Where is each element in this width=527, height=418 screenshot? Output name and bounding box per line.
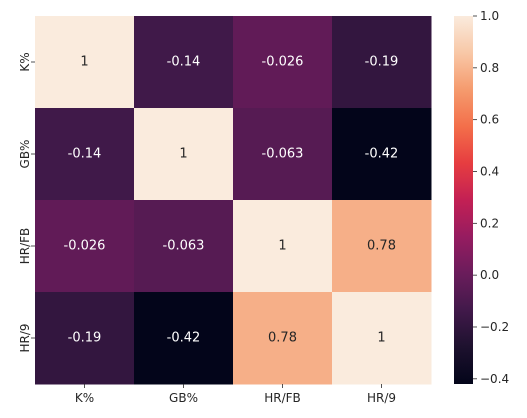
colorbar-gradient (454, 16, 473, 384)
cell-value-label: 0.78 (367, 239, 396, 254)
colorbar-tick-label: −0.4 (480, 372, 509, 386)
cell-value-label: -0.026 (262, 55, 304, 70)
heatmap-cell (35, 16, 135, 109)
heatmap-cell (134, 16, 234, 109)
heatmap-cell (35, 108, 135, 201)
cell-value-label: -0.42 (167, 331, 201, 346)
colorbar-tick-label: −0.2 (480, 320, 509, 334)
heatmap-cell (332, 200, 432, 293)
heatmap-cell (332, 16, 432, 109)
x-axis: K% GB% HR/FB HR/9 (75, 384, 396, 405)
y-tick-label: HR/FB (18, 228, 32, 265)
cell-value-label: -0.42 (365, 147, 399, 162)
cell-value-label: -0.026 (64, 239, 106, 254)
cell-value-label: 1 (179, 147, 187, 162)
heatmap-cells (35, 16, 432, 385)
heatmap-cell (332, 292, 432, 385)
heatmap-cell (35, 292, 135, 385)
cell-value-label: -0.14 (167, 55, 201, 70)
x-tick-label: K% (75, 391, 94, 405)
cell-value-label: -0.063 (262, 147, 304, 162)
colorbar-tick-label: 1.0 (480, 9, 499, 23)
heatmap-cell (332, 108, 432, 201)
heatmap-cell (233, 16, 333, 109)
cell-value-label: -0.14 (68, 147, 102, 162)
heatmap-cell (35, 200, 135, 293)
y-axis: K% GB% HR/FB HR/9 (18, 52, 35, 353)
y-tick-label: HR/9 (18, 323, 32, 352)
cell-value-label: -0.19 (365, 55, 399, 70)
x-tick-label: HR/9 (367, 391, 396, 405)
colorbar: −0.4 −0.2 0.0 0.2 0.4 0.6 0.8 1.0 (454, 9, 509, 386)
heatmap-cell (233, 292, 333, 385)
heatmap-cell (134, 292, 234, 385)
cell-value-label: -0.19 (68, 331, 102, 346)
heatmap-cell (233, 200, 333, 293)
y-tick-label: GB% (18, 140, 32, 169)
cell-value-label: 1 (80, 55, 88, 70)
colorbar-tick-label: 0.2 (480, 216, 499, 230)
cell-value-label: 1 (278, 239, 286, 254)
y-tick-label: K% (18, 52, 32, 71)
cell-value-label: 0.78 (268, 331, 297, 346)
heatmap-cell (233, 108, 333, 201)
colorbar-tick-label: 0.8 (480, 61, 499, 75)
x-tick-label: HR/FB (264, 391, 301, 405)
heatmap-cell (134, 200, 234, 293)
heatmap-cell-labels: 1 -0.14 -0.026 -0.19 -0.14 1 -0.063 -0.42 -0.026… (64, 55, 399, 346)
colorbar-tick-label: 0.4 (480, 164, 499, 178)
colorbar-tick-label: 0.6 (480, 113, 499, 127)
heatmap-cell (134, 108, 234, 201)
x-tick-label: GB% (169, 391, 198, 405)
cell-value-label: -0.063 (163, 239, 205, 254)
colorbar-tick-label: 0.0 (480, 268, 499, 282)
cell-value-label: 1 (377, 331, 385, 346)
